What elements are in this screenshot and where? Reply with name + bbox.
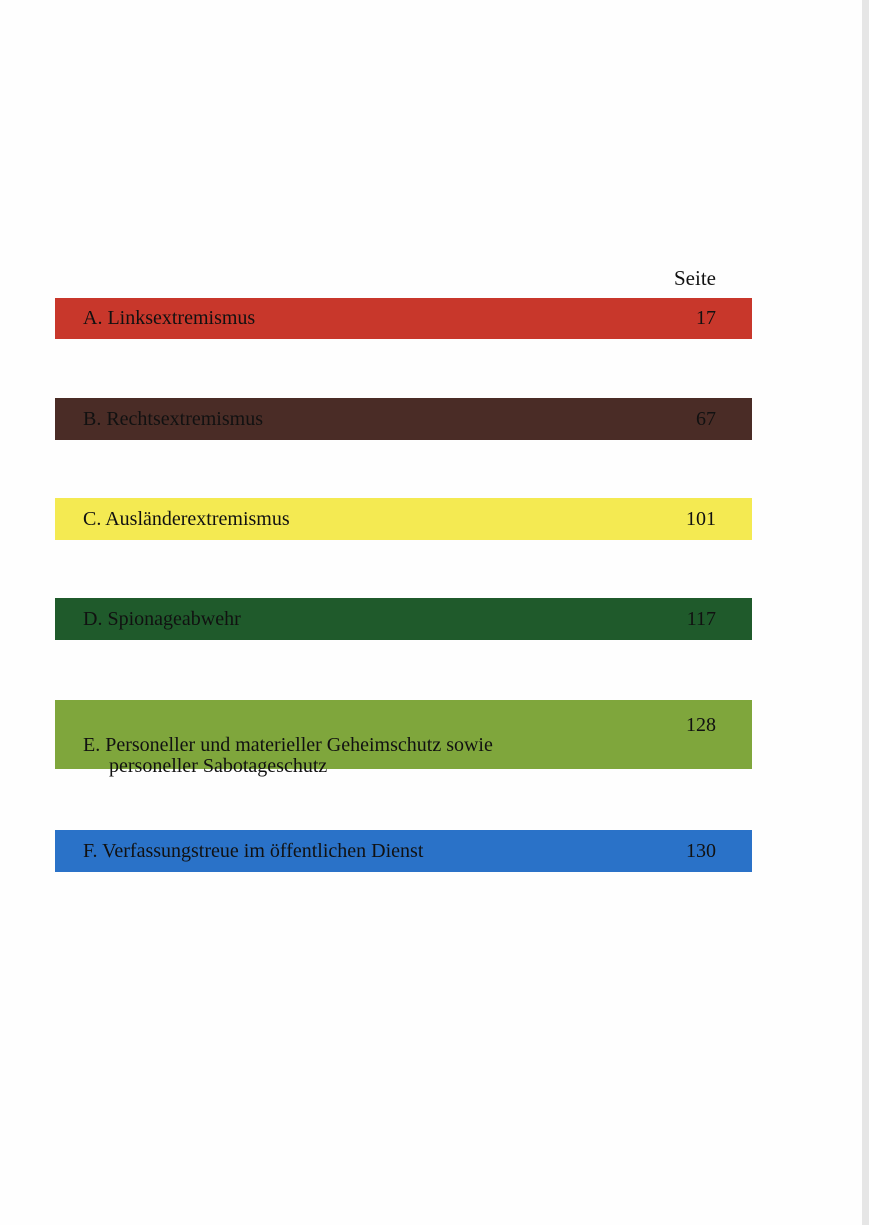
toc-entry-page: 130 bbox=[686, 839, 716, 862]
toc-entry-label-line1: E. Personeller und materieller Geheimsch… bbox=[83, 734, 493, 756]
toc-entry-label: B. Rechtsextremismus bbox=[83, 407, 263, 430]
toc-entry-f[interactable]: F. Verfassungstreue im öffentlichen Dien… bbox=[55, 830, 752, 872]
toc-entry-label: F. Verfassungstreue im öffentlichen Dien… bbox=[83, 839, 424, 862]
page-column-header: Seite bbox=[674, 266, 716, 290]
page-edge bbox=[862, 0, 869, 1225]
toc-entry-page: 67 bbox=[696, 407, 716, 430]
toc-entry-a[interactable]: A. Linksextremismus 17 bbox=[55, 298, 752, 339]
toc-entry-page: 128 bbox=[686, 714, 716, 736]
toc-entry-page: 117 bbox=[686, 607, 716, 630]
toc-entry-page: 17 bbox=[696, 307, 716, 329]
toc-entry-c[interactable]: C. Ausländerextremismus 101 bbox=[55, 498, 752, 540]
toc-entry-label-line2: personeller Sabotageschutz bbox=[109, 755, 328, 777]
toc-entry-e[interactable]: E. Personeller und materieller Geheimsch… bbox=[55, 700, 752, 777]
toc-entry-page: 101 bbox=[686, 507, 716, 530]
toc-entry-label: C. Ausländerextremismus bbox=[83, 507, 290, 530]
toc-entry-label: E. Personeller und materieller Geheimsch… bbox=[83, 714, 493, 798]
toc-entry-b[interactable]: B. Rechtsextremismus 67 bbox=[55, 398, 752, 440]
toc-entry-label: A. Linksextremismus bbox=[83, 307, 256, 329]
toc-entry-label: D. Spionageabwehr bbox=[83, 607, 241, 630]
toc-entry-d[interactable]: D. Spionageabwehr 117 bbox=[55, 598, 752, 640]
